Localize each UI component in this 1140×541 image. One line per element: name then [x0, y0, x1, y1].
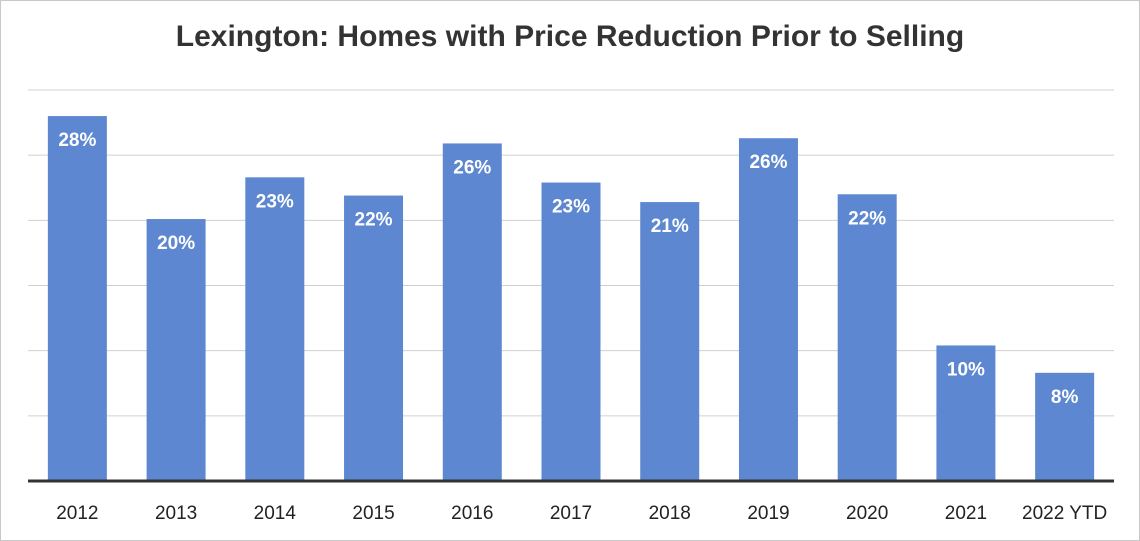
bar-2018 — [640, 202, 700, 481]
data-label-2021: 10% — [947, 359, 985, 380]
x-tick-2017: 2017 — [550, 503, 592, 524]
bars — [47, 116, 1095, 482]
data-label-2019: 26% — [749, 152, 787, 173]
x-tick-labels: 2012 2013 2014 2015 2016 2017 2018 2019 2020 2021… — [56, 503, 1107, 524]
x-tick-2022-ytd: 2022 YTD — [1022, 503, 1107, 524]
bar-2021 — [936, 345, 996, 481]
data-label-2018: 21% — [651, 216, 689, 237]
bar-2015 — [344, 195, 404, 481]
x-tick-2018: 2018 — [649, 503, 691, 524]
x-tick-2012: 2012 — [56, 503, 98, 524]
bar-2013 — [146, 219, 206, 481]
bar-2020 — [837, 194, 897, 481]
x-tick-2013: 2013 — [155, 503, 197, 524]
bar-2016 — [442, 143, 502, 482]
data-label-2012: 28% — [58, 130, 96, 151]
data-label-2016: 26% — [453, 157, 491, 178]
data-label-2022-ytd: 8% — [1051, 387, 1079, 408]
data-label-2014: 23% — [256, 191, 294, 212]
bar-2022-ytd — [1035, 372, 1095, 481]
data-label-2015: 22% — [355, 210, 393, 231]
bar-2017 — [541, 182, 601, 481]
x-tick-2019: 2019 — [747, 503, 789, 524]
chart-title: Lexington: Homes with Price Reduction Pr… — [175, 20, 965, 53]
x-tick-2015: 2015 — [352, 503, 394, 524]
bar-2019 — [738, 138, 798, 481]
x-tick-2016: 2016 — [451, 503, 493, 524]
x-tick-2020: 2020 — [846, 503, 888, 524]
x-tick-2014: 2014 — [254, 503, 297, 524]
data-label-2017: 23% — [552, 197, 590, 218]
data-label-2020: 22% — [848, 208, 886, 229]
x-tick-2021: 2021 — [945, 503, 987, 524]
data-labels: 28% 20% 23% 22% 26% 23% 21% 26% 22% 10% 8% — [58, 130, 1078, 408]
bar-2014 — [245, 177, 305, 481]
data-label-2013: 20% — [157, 233, 195, 254]
bar-2012 — [47, 116, 107, 482]
